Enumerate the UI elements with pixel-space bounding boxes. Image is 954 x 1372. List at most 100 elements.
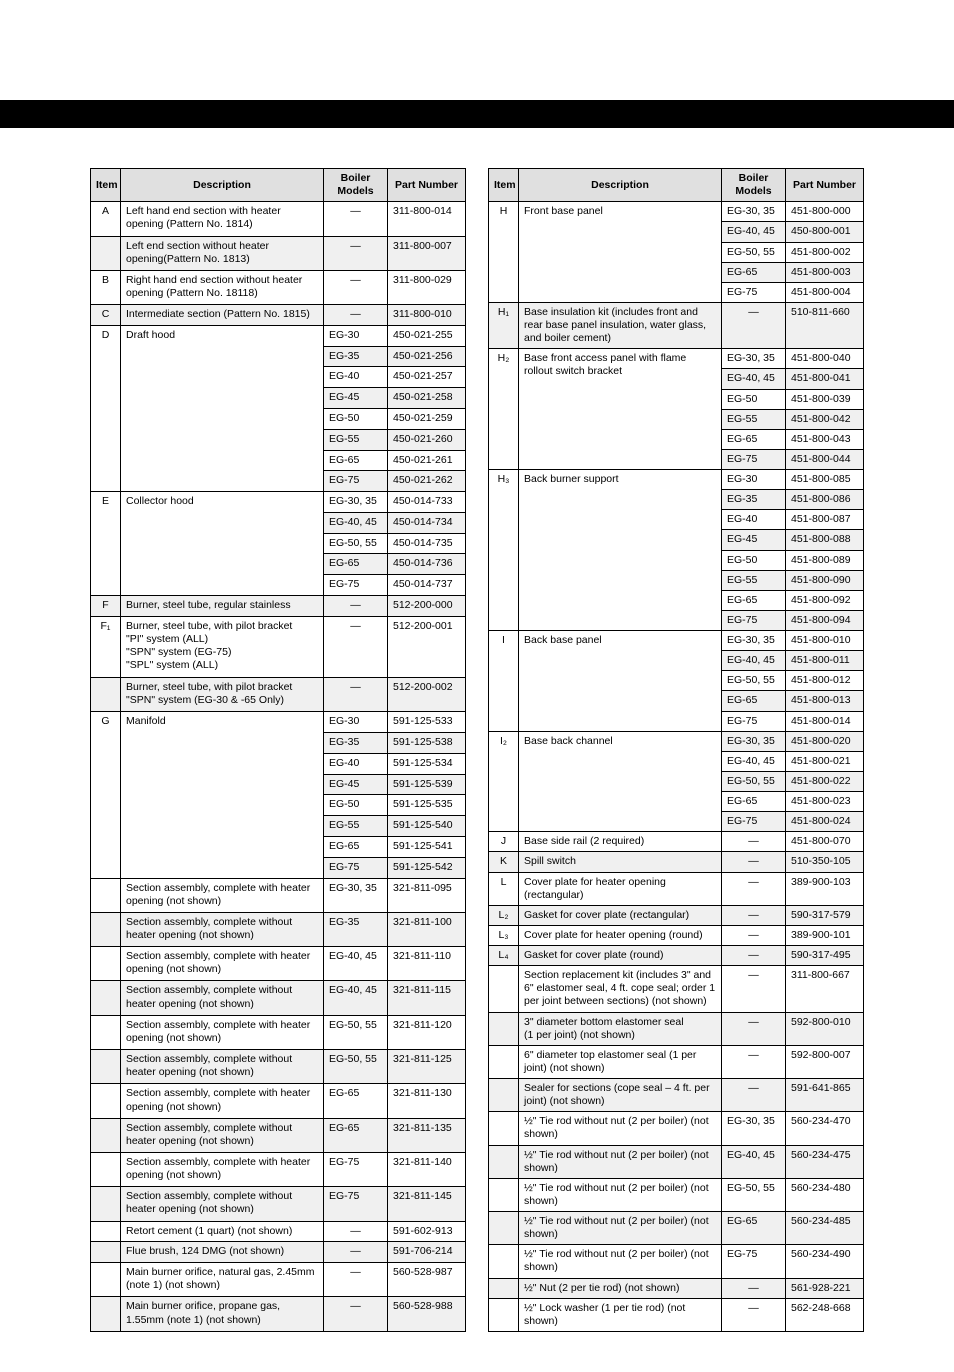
partnumber-cell: 510-811-660 bbox=[786, 302, 864, 348]
partnumber-cell: 591-125-538 bbox=[388, 733, 466, 754]
partnumber-cell: 560-234-475 bbox=[786, 1145, 864, 1178]
item-cell bbox=[489, 1079, 519, 1112]
partnumber-cell: 321-811-145 bbox=[388, 1187, 466, 1221]
description-cell: Section assembly, complete with heater o… bbox=[121, 878, 324, 912]
models-cell: EG-50, 55 bbox=[722, 671, 786, 691]
models-cell: EG-50, 55 bbox=[324, 1015, 388, 1049]
models-cell: — bbox=[324, 1221, 388, 1242]
description-cell: Section assembly, complete with heater o… bbox=[121, 1153, 324, 1187]
models-cell: EG-65 bbox=[722, 792, 786, 812]
description-cell: Right hand end section without heater op… bbox=[121, 270, 324, 304]
partnumber-cell: 451-800-039 bbox=[786, 389, 864, 409]
description-cell: Section assembly, complete without heate… bbox=[121, 1187, 324, 1221]
partnumber-cell: 451-800-000 bbox=[786, 202, 864, 222]
description-cell: Gasket for cover plate (round) bbox=[519, 946, 722, 966]
partnumber-cell: 311-800-029 bbox=[388, 270, 466, 304]
models-cell: EG-40 bbox=[722, 510, 786, 530]
models-cell: EG-35 bbox=[722, 490, 786, 510]
models-cell: — bbox=[324, 678, 388, 712]
models-cell: EG-55 bbox=[722, 570, 786, 590]
partnumber-cell: 451-800-021 bbox=[786, 751, 864, 771]
description-cell: ½" Lock washer (1 per tie rod) (not show… bbox=[519, 1298, 722, 1331]
description-cell: Main burner orifice, natural gas, 2.45mm… bbox=[121, 1263, 324, 1297]
models-cell: EG-75 bbox=[722, 449, 786, 469]
partnumber-cell: 321-811-095 bbox=[388, 878, 466, 912]
models-cell: EG-40, 45 bbox=[722, 751, 786, 771]
description-cell: Flue brush, 124 DMG (not shown) bbox=[121, 1242, 324, 1263]
item-cell bbox=[91, 912, 121, 946]
partnumber-cell: 450-014-737 bbox=[388, 575, 466, 596]
partnumber-cell: 591-125-542 bbox=[388, 857, 466, 878]
col-models: Boiler Models bbox=[722, 169, 786, 202]
item-cell: D bbox=[91, 325, 121, 491]
models-cell: EG-30, 35 bbox=[722, 731, 786, 751]
description-cell: Gasket for cover plate (rectangular) bbox=[519, 905, 722, 925]
partnumber-cell: 311-800-010 bbox=[388, 305, 466, 326]
item-cell bbox=[91, 1242, 121, 1263]
models-cell: EG-50 bbox=[722, 550, 786, 570]
models-cell: — bbox=[324, 270, 388, 304]
item-cell: I bbox=[489, 631, 519, 732]
partnumber-cell: 451-800-013 bbox=[786, 691, 864, 711]
models-cell: EG-40, 45 bbox=[722, 651, 786, 671]
partnumber-cell: 560-234-485 bbox=[786, 1212, 864, 1245]
item-cell bbox=[489, 1278, 519, 1298]
partnumber-cell: 451-800-014 bbox=[786, 711, 864, 731]
models-cell: EG-65 bbox=[722, 1212, 786, 1245]
item-cell: E bbox=[91, 492, 121, 596]
description-cell: Section assembly, complete without heate… bbox=[121, 912, 324, 946]
item-cell bbox=[489, 966, 519, 1012]
partnumber-cell: 451-800-002 bbox=[786, 242, 864, 262]
description-cell: Collector hood bbox=[121, 492, 324, 596]
description-cell: Section assembly, complete without heate… bbox=[121, 1118, 324, 1152]
item-cell bbox=[91, 1297, 121, 1331]
item-cell: H₂ bbox=[489, 349, 519, 470]
models-cell: EG-45 bbox=[324, 388, 388, 409]
item-cell: H bbox=[489, 202, 519, 303]
models-cell: EG-75 bbox=[324, 857, 388, 878]
item-cell: L₃ bbox=[489, 925, 519, 945]
models-cell: EG-50 bbox=[722, 389, 786, 409]
item-cell bbox=[489, 1145, 519, 1178]
description-cell: Draft hood bbox=[121, 325, 324, 491]
item-cell: K bbox=[489, 852, 519, 872]
models-cell: — bbox=[722, 302, 786, 348]
item-cell bbox=[91, 1187, 121, 1221]
description-cell: ½" Tie rod without nut (2 per boiler) (n… bbox=[519, 1178, 722, 1211]
models-cell: — bbox=[324, 1263, 388, 1297]
col-item: Item bbox=[91, 169, 121, 202]
partnumber-cell: 590-317-579 bbox=[786, 905, 864, 925]
models-cell: EG-50, 55 bbox=[324, 533, 388, 554]
partnumber-cell: 512-200-001 bbox=[388, 616, 466, 677]
description-cell: Left hand end section with heater openin… bbox=[121, 202, 324, 236]
models-cell: EG-40, 45 bbox=[722, 222, 786, 242]
partnumber-cell: 560-234-470 bbox=[786, 1112, 864, 1145]
description-cell: Burner, steel tube, with pilot bracket "… bbox=[121, 678, 324, 712]
models-cell: EG-45 bbox=[722, 530, 786, 550]
models-cell: EG-50 bbox=[324, 409, 388, 430]
models-cell: EG-65 bbox=[722, 429, 786, 449]
item-cell: J bbox=[489, 832, 519, 852]
models-cell: — bbox=[722, 1079, 786, 1112]
description-cell: Cover plate for heater opening (round) bbox=[519, 925, 722, 945]
partnumber-cell: 450-021-258 bbox=[388, 388, 466, 409]
models-cell: EG-75 bbox=[722, 711, 786, 731]
partnumber-cell: 590-317-495 bbox=[786, 946, 864, 966]
item-cell bbox=[91, 678, 121, 712]
partnumber-cell: 451-800-044 bbox=[786, 449, 864, 469]
item-cell bbox=[91, 1153, 121, 1187]
partnumber-cell: 591-602-913 bbox=[388, 1221, 466, 1242]
partnumber-cell: 321-811-140 bbox=[388, 1153, 466, 1187]
description-cell: Section assembly, complete without heate… bbox=[121, 981, 324, 1015]
models-cell: EG-65 bbox=[324, 1084, 388, 1118]
item-cell bbox=[489, 1045, 519, 1078]
description-cell: ½" Tie rod without nut (2 per boiler) (n… bbox=[519, 1212, 722, 1245]
partnumber-cell: 450-021-262 bbox=[388, 471, 466, 492]
item-cell: G bbox=[91, 712, 121, 878]
header-bar bbox=[0, 100, 954, 128]
item-cell bbox=[489, 1212, 519, 1245]
partnumber-cell: 451-800-022 bbox=[786, 771, 864, 791]
partnumber-cell: 451-800-090 bbox=[786, 570, 864, 590]
description-cell: Back base panel bbox=[519, 631, 722, 732]
description-cell: ½" Tie rod without nut (2 per boiler) (n… bbox=[519, 1145, 722, 1178]
